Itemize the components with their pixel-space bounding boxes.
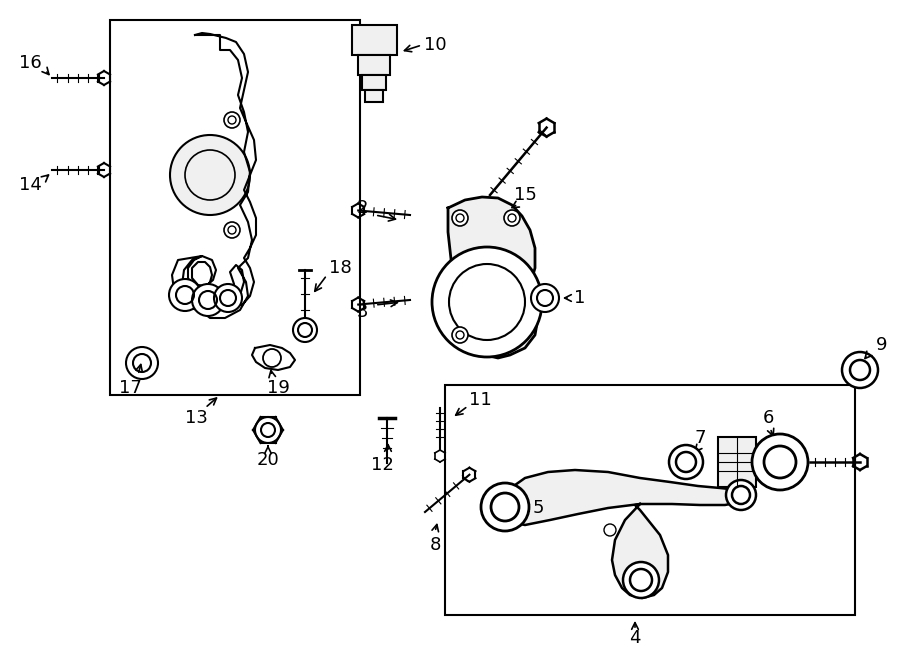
Bar [352,25,397,55]
Circle shape [224,112,240,128]
Polygon shape [612,504,668,598]
Bar [110,20,360,395]
Text: 5: 5 [532,499,544,517]
Circle shape [842,352,878,388]
Text: 6: 6 [762,409,774,427]
Circle shape [752,434,808,490]
Text: 1: 1 [574,289,586,307]
Polygon shape [448,197,538,358]
Bar [358,55,390,75]
Text: 14: 14 [19,176,41,194]
Bar [445,385,855,615]
Text: 7: 7 [694,429,706,447]
Text: 13: 13 [184,409,207,427]
Text: 10: 10 [424,36,446,54]
Circle shape [126,347,158,379]
Text: 4: 4 [629,629,641,647]
Circle shape [481,483,529,531]
Circle shape [255,417,281,443]
Circle shape [192,284,224,316]
Bar [362,75,386,90]
Circle shape [170,135,250,215]
Circle shape [531,284,559,312]
Text: 11: 11 [469,391,491,409]
Circle shape [452,210,468,226]
Circle shape [504,210,520,226]
Circle shape [604,524,616,536]
Bar [718,437,756,487]
Text: 16: 16 [19,54,41,72]
Circle shape [669,445,703,479]
Text: 20: 20 [256,451,279,469]
Circle shape [224,222,240,238]
Circle shape [214,284,242,312]
Text: 9: 9 [877,336,887,354]
Polygon shape [252,345,295,370]
Text: 15: 15 [514,186,536,204]
Text: 3: 3 [356,303,368,321]
Circle shape [452,327,468,343]
Bar [365,90,383,102]
Circle shape [726,480,756,510]
Text: 12: 12 [371,456,393,474]
Text: 18: 18 [328,259,351,277]
Circle shape [293,318,317,342]
Text: 8: 8 [429,536,441,554]
Text: 2: 2 [356,199,368,217]
Polygon shape [505,470,742,525]
Text: 17: 17 [119,379,141,397]
Circle shape [432,247,542,357]
Text: 19: 19 [266,379,290,397]
Circle shape [169,279,201,311]
Circle shape [623,562,659,598]
